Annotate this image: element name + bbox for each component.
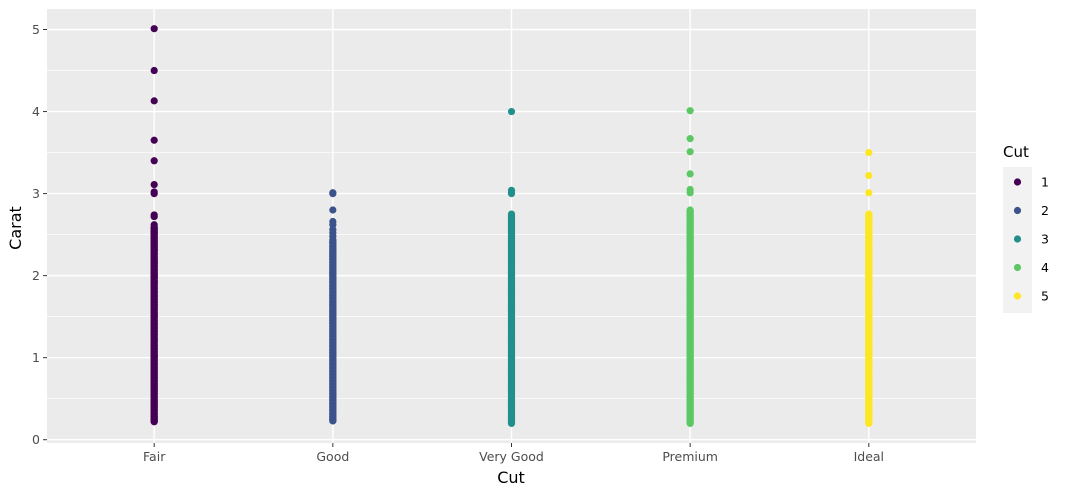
data-point [150,189,158,198]
x-tick-label: Premium [662,449,718,464]
data-point [150,25,158,33]
data-point [686,107,694,115]
legend-label: 5 [1041,289,1049,304]
data-point [150,157,158,165]
legend-label: 4 [1041,260,1049,275]
y-tick-label: 3 [32,186,40,201]
data-point [686,135,694,143]
data-point [150,212,158,221]
data-point [329,417,337,425]
x-tick-label: Fair [143,449,166,464]
legend-swatch [1013,235,1022,243]
data-point [686,148,694,156]
legend-label: 3 [1041,232,1049,247]
y-tick-label: 1 [32,350,40,365]
data-point [150,97,158,105]
data-point [329,189,337,198]
data-point [150,136,158,144]
data-point [329,206,337,214]
x-axis-title: Cut [497,468,525,487]
y-axis-title: Carat [6,206,25,250]
data-point [686,170,694,178]
legend: Cut 1 2 3 4 5 [1003,143,1049,313]
legend-swatch [1013,206,1022,215]
y-tick-label: 0 [32,432,40,447]
x-tick-label: Ideal [854,449,884,464]
x-axis: Fair Good Very Good Premium Ideal [143,443,884,464]
y-tick-label: 4 [32,104,40,119]
legend-label: 1 [1041,175,1049,190]
data-point [150,180,158,189]
legend-swatch [1013,178,1022,186]
data-point [507,189,516,198]
y-axis: 0 1 2 3 4 5 [32,22,47,447]
y-tick-label: 2 [32,268,40,283]
data-point [150,66,158,75]
data-points [150,25,873,427]
data-point [150,418,158,426]
data-point [865,148,873,157]
data-point [865,171,873,180]
x-tick-label: Good [316,449,349,464]
data-point [507,107,516,116]
data-point [865,419,873,427]
x-tick-label: Very Good [479,449,544,464]
data-point [507,419,516,427]
legend-swatch [1013,292,1022,300]
data-point [865,189,873,197]
data-point [329,221,337,229]
legend-label: 2 [1041,203,1049,218]
data-point [686,189,694,197]
data-point [686,419,694,427]
legend-title: Cut [1003,143,1029,161]
y-tick-label: 5 [32,22,40,37]
legend-swatch [1013,263,1022,272]
